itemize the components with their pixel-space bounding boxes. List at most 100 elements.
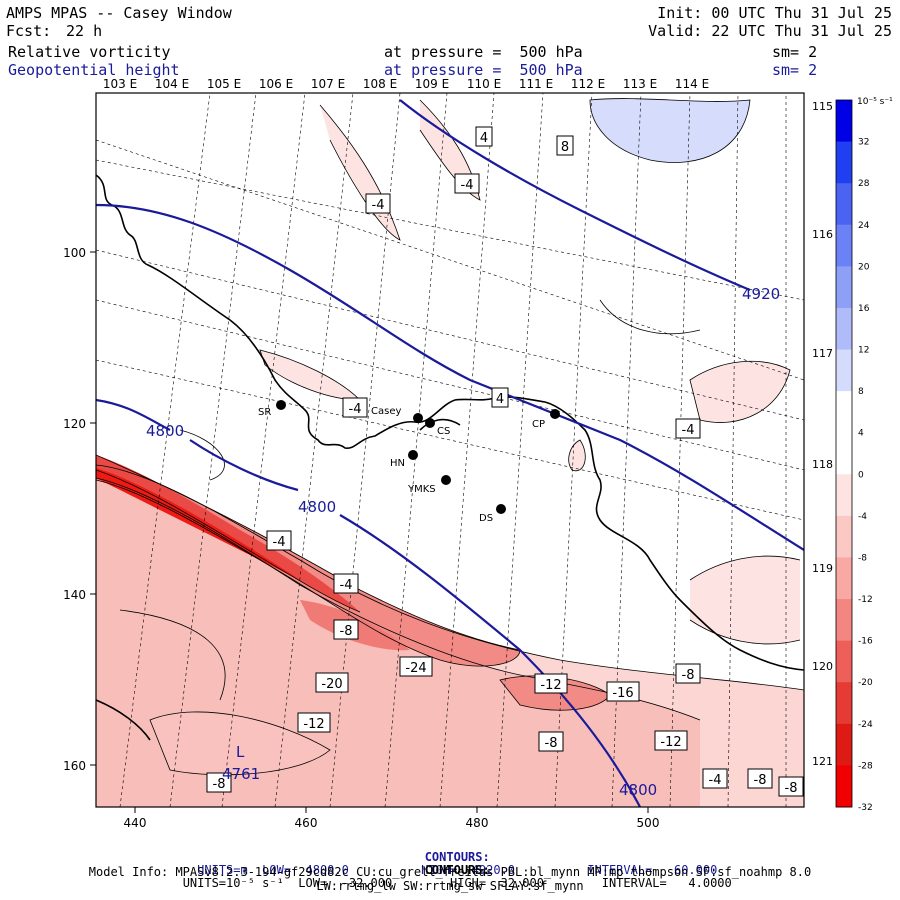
x-axis-labels: 440 460 480 500 [124, 816, 660, 830]
y-tick-label: 100 [63, 246, 86, 260]
positive-vorticity-area [590, 98, 750, 163]
vorticity-label: -4 [372, 198, 385, 213]
colorbar-tick-label: -32 [858, 803, 873, 813]
vorticity-label-box [556, 135, 574, 156]
colorbar-tick-label: 32 [858, 138, 869, 148]
colorbar-tick-label: 24 [858, 221, 870, 231]
vorticity-label-box [266, 530, 292, 551]
station-label: SR [258, 407, 271, 418]
lon-label: 108 E [363, 77, 397, 91]
colorbar-swatch [836, 391, 852, 434]
vorticity-label-box [333, 619, 359, 640]
y-tick-label: 120 [63, 417, 86, 431]
vorticity-label-box [475, 126, 493, 147]
colorbar-swatch [836, 266, 852, 309]
station-label: DS [479, 513, 493, 524]
colorbar-swatch [836, 474, 852, 517]
model-info-2: LW:rrtmg_lw SW:rrtmg_sw SFLAY:sf_mynn [316, 879, 584, 893]
low-marker: L [236, 743, 245, 761]
vorticity-label-box [534, 673, 568, 694]
vorticity-label-box [297, 712, 331, 733]
colorbar-swatch [836, 432, 852, 475]
station-label: CS [437, 426, 450, 437]
colorbar-tick-label: 28 [858, 179, 870, 189]
plot-title: AMPS MPAS -- Casey Window [6, 4, 232, 22]
vorticity-label-box [778, 776, 804, 797]
vorticity-label-box [654, 730, 688, 751]
vorticity-label: -12 [540, 678, 561, 693]
vorticity-label-box [206, 772, 232, 793]
vorticity-label-box [702, 768, 728, 789]
colorbar-swatch [836, 224, 852, 267]
vorticity-labels: 4 8 -4 -4 -4 4 -4 -4 -4 -8 -24 -20 -12 -16 -12 -8 -12 -8 -… [206, 126, 804, 797]
colorbar-swatch [836, 100, 852, 143]
station-label: YMKS [407, 484, 436, 495]
colorbar-swatch [836, 682, 852, 725]
station-marker [550, 409, 560, 419]
colorbar-swatch [836, 640, 852, 683]
colorbar-tick-label: -4 [858, 512, 867, 522]
contours-label: CONTOURS: [424, 850, 490, 864]
vorticity-label-box [399, 656, 433, 677]
vorticity-label: -4 [709, 773, 722, 788]
height-label: 4800 [146, 422, 184, 440]
y-axis-labels: 100 120 140 160 [63, 246, 86, 773]
lon-label: 113 E [623, 77, 657, 91]
vorticity-label: -12 [303, 717, 324, 732]
vorticity-label: -8 [545, 736, 558, 751]
colorbar-unit: 10⁻⁵ s⁻¹ [857, 97, 893, 107]
vorticity-label: -8 [785, 781, 798, 796]
vorticity-label-box [747, 768, 773, 789]
vorticity-label: 8 [561, 140, 569, 155]
colorbar-tick-label: 8 [858, 387, 864, 397]
vorticity-label: -16 [612, 686, 633, 701]
colorbar-swatch [836, 599, 852, 642]
vorticity-contour-info: CONTOURS: UNITS=10⁻⁵ s⁻¹ LOW= -32.000 HI… [0, 851, 900, 890]
station-label: CP [532, 419, 545, 430]
station-marker [276, 400, 286, 410]
plot-border [95, 92, 805, 808]
station-marker [413, 413, 423, 423]
vorticity-label-box [606, 681, 640, 702]
vorticity-label: -8 [340, 624, 353, 639]
colorbar-tick-labels: 32 28 24 20 16 12 8 4 0 -4 -8 -12 -16 -20 -24 -28 -32 [858, 138, 873, 813]
y-tick-label: 160 [63, 759, 86, 773]
vorticity-label-box [342, 397, 368, 418]
vorticity-label-box [675, 663, 701, 684]
init-time: Init: 00 UTC Thu 31 Jul 25 [657, 4, 892, 22]
contours-label: CONTOURS: [424, 863, 490, 877]
y-tick-label: 140 [63, 588, 86, 602]
colorbar-swatch [836, 307, 852, 351]
station-marker [441, 475, 451, 485]
x-tick-label: 500 [637, 816, 660, 830]
colorbar-tick-label: 4 [858, 429, 864, 439]
vorticity-label-box [454, 173, 480, 194]
vorticity-label-box [491, 387, 509, 408]
model-info: Model Info: MPASv8.2.3-194-gf29cd82c CU:… [88, 865, 812, 879]
forecast-map: 100 120 140 160 440 460 480 500 103 E 10… [63, 77, 893, 830]
contours-values: UNITS=10⁻⁵ s⁻¹ LOW= -32.000 HIGH= 32.000… [182, 876, 732, 890]
field1-level: at pressure = 500 hPa [384, 43, 583, 61]
station-label: HN [390, 458, 405, 469]
forecast-hour: 22 h [66, 22, 103, 40]
vorticity-label-box [675, 418, 701, 439]
vorticity-label-box [315, 672, 349, 693]
vorticity-label: -4 [682, 423, 695, 438]
colorbar-swatch [836, 723, 852, 766]
lon-label: 106 E [259, 77, 293, 91]
lon-label: 107 E [311, 77, 345, 91]
contours-values: UNITS=m LOW= 4800.0 HIGH= 4920.0 INTERVA… [197, 863, 718, 877]
colorbar-tick-label: -16 [858, 637, 873, 647]
height-contours [96, 99, 804, 807]
colorbar-tick-label: 12 [858, 346, 869, 356]
station-marker [425, 418, 435, 428]
vorticity-label: -24 [405, 661, 426, 676]
height-label: 4800 [619, 781, 657, 799]
height-label: 4800 [298, 498, 336, 516]
valid-time: Valid: 22 UTC Thu 31 Jul 25 [648, 22, 892, 40]
lon-label: 109 E [415, 77, 449, 91]
vorticity-label-box [333, 573, 359, 594]
field2-smoothing: sm= 2 [772, 61, 818, 79]
lon-label: 103 E [103, 77, 137, 91]
vorticity-label-box [538, 731, 564, 752]
